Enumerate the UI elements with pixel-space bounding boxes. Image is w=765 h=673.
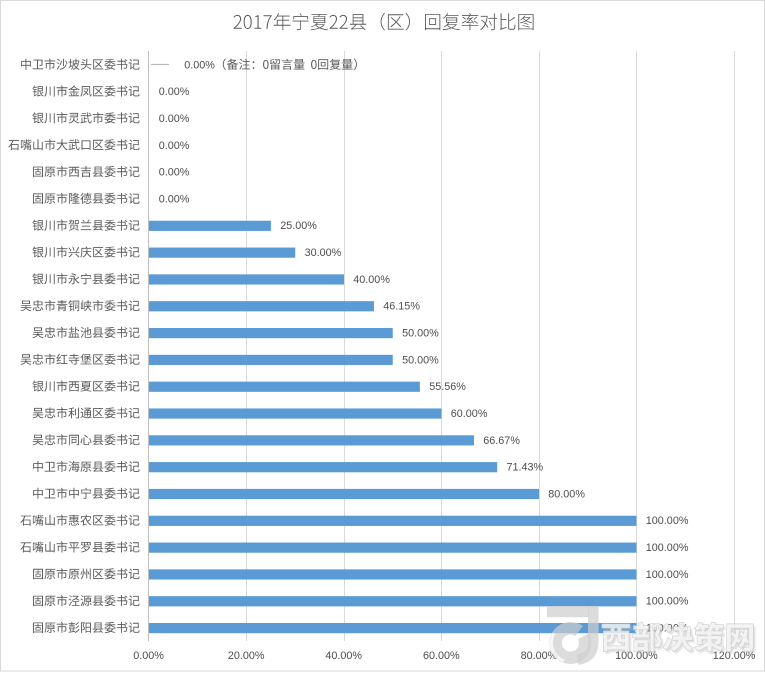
svg-text:40.00%: 40.00% xyxy=(325,650,362,662)
svg-text:50.00%: 50.00% xyxy=(402,328,439,340)
svg-text:100.00%: 100.00% xyxy=(646,596,689,608)
svg-text:0.00%: 0.00% xyxy=(159,113,190,125)
svg-text:55.56%: 55.56% xyxy=(429,381,466,393)
svg-text:0.00%: 0.00% xyxy=(159,167,190,179)
svg-text:0.00%: 0.00% xyxy=(184,59,215,71)
svg-text:0.00%: 0.00% xyxy=(133,650,164,662)
svg-text:40.00%: 40.00% xyxy=(353,274,390,286)
svg-text:0.00%: 0.00% xyxy=(159,193,190,205)
svg-text:100.00%: 100.00% xyxy=(646,569,689,581)
svg-text:50.00%: 50.00% xyxy=(402,354,439,366)
svg-text:60.00%: 60.00% xyxy=(423,650,460,662)
svg-text:30.00%: 30.00% xyxy=(305,247,342,259)
svg-text:80.00%: 80.00% xyxy=(521,650,558,662)
svg-text:66.67%: 66.67% xyxy=(483,435,520,447)
svg-text:46.15%: 46.15% xyxy=(383,301,420,313)
svg-text:0.00%: 0.00% xyxy=(159,140,190,152)
svg-text:60.00%: 60.00% xyxy=(451,408,488,420)
svg-text:20.00%: 20.00% xyxy=(228,650,265,662)
svg-text:100.00%: 100.00% xyxy=(646,515,689,527)
svg-text:71.43%: 71.43% xyxy=(507,462,544,474)
svg-text:0.00%: 0.00% xyxy=(159,86,190,98)
svg-text:80.00%: 80.00% xyxy=(548,488,585,500)
svg-text:25.00%: 25.00% xyxy=(280,220,317,232)
svg-text:120.00%: 120.00% xyxy=(713,650,756,662)
svg-text:100.00%: 100.00% xyxy=(646,542,689,554)
